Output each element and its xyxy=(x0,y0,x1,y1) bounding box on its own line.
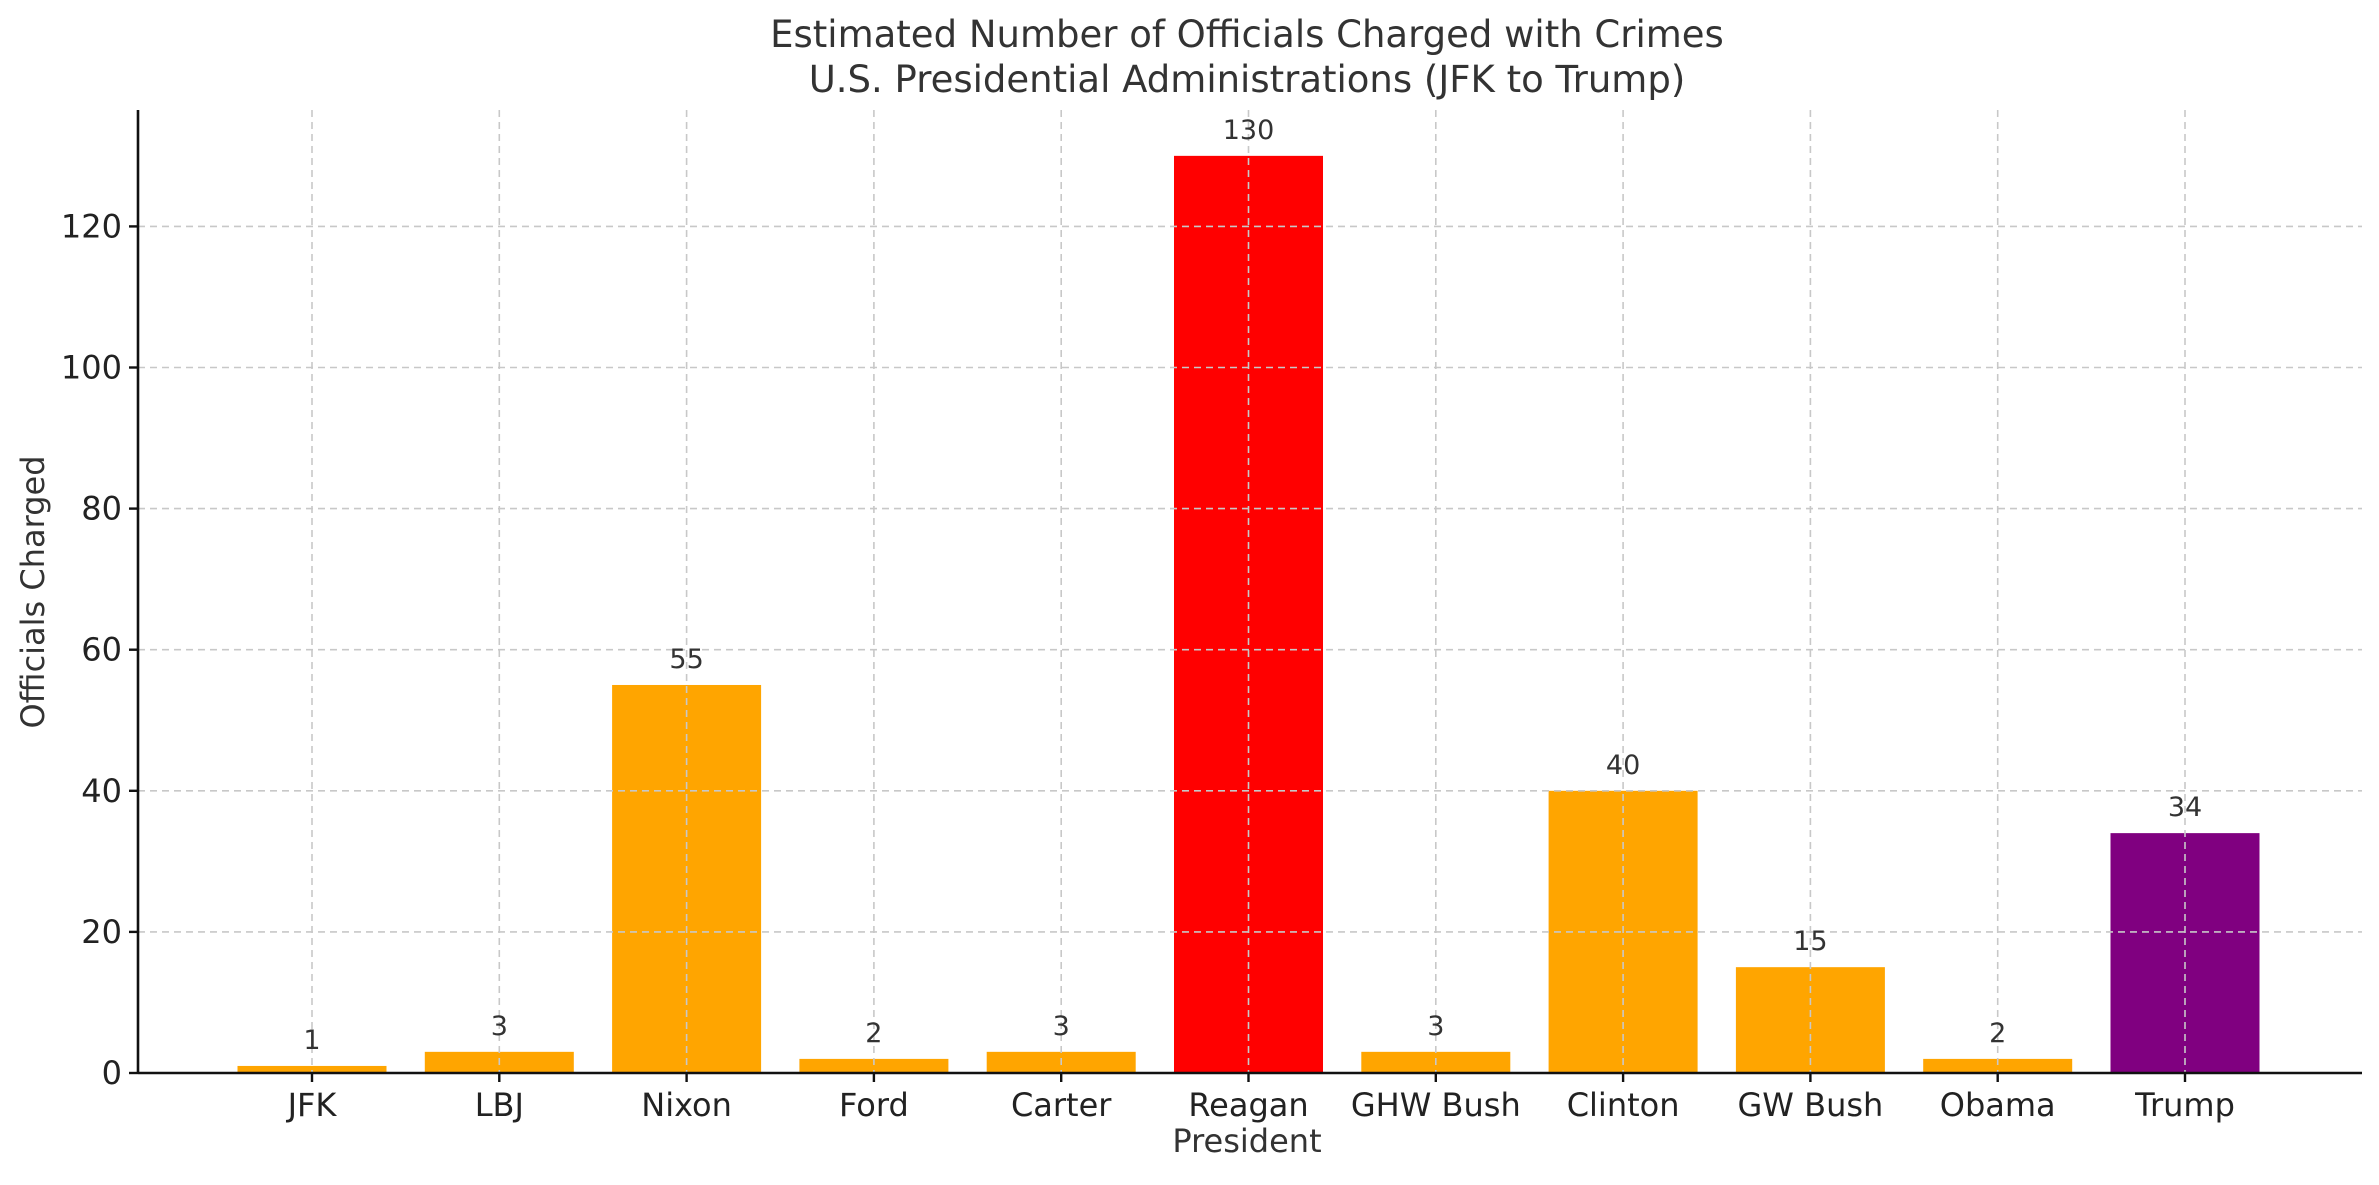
x-tick-label: Ford xyxy=(839,1086,909,1124)
x-tick-label: Trump xyxy=(2134,1086,2235,1124)
bar-value-label: 3 xyxy=(1427,1011,1444,1042)
bar-value-label: 2 xyxy=(1989,1018,2006,1049)
x-tick-label: Nixon xyxy=(641,1086,732,1124)
bar-value-label: 3 xyxy=(1053,1011,1070,1042)
x-tick-label: GHW Bush xyxy=(1351,1086,1521,1124)
y-tick-label: 120 xyxy=(61,207,122,245)
chart-title: Estimated Number of Officials Charged wi… xyxy=(770,13,1724,56)
bar-value-label: 1 xyxy=(303,1025,320,1056)
x-tick-label: JFK xyxy=(286,1086,338,1124)
x-tick-label: Clinton xyxy=(1567,1086,1680,1124)
y-tick-label: 100 xyxy=(61,349,122,387)
bar-value-label: 34 xyxy=(2168,792,2202,823)
bar-value-label: 55 xyxy=(669,644,703,675)
x-tick-label: Reagan xyxy=(1188,1086,1308,1124)
bar xyxy=(1735,967,1885,1073)
bar xyxy=(237,1065,387,1073)
y-tick-label: 20 xyxy=(81,913,122,951)
bar xyxy=(1923,1058,2073,1073)
bar-value-label: 2 xyxy=(865,1018,882,1049)
y-tick-label: 0 xyxy=(102,1054,122,1092)
y-tick-label: 60 xyxy=(81,631,122,669)
x-tick-label: Carter xyxy=(1011,1086,1112,1124)
y-tick-label: 80 xyxy=(81,490,122,528)
data-labels: 1 3 55 2 3 130 3 40 15 2 34 xyxy=(303,115,2202,1056)
x-tick-label: Obama xyxy=(1940,1086,2056,1124)
x-tick-label: LBJ xyxy=(475,1086,524,1124)
x-tick-label: GW Bush xyxy=(1738,1086,1884,1124)
y-tick-label: 40 xyxy=(81,772,122,810)
bar-value-label: 130 xyxy=(1223,115,1275,146)
bar-value-label: 15 xyxy=(1793,926,1827,957)
bar-value-label: 40 xyxy=(1606,750,1640,781)
grid xyxy=(138,110,2362,1073)
bar-value-label: 3 xyxy=(491,1011,508,1042)
x-axis-label: President xyxy=(1172,1122,1321,1160)
y-axis-label: Officials Charged xyxy=(14,455,52,728)
axes: 0 20 40 60 80 100 120 JFK LBJ Nixon Ford Carter Reag… xyxy=(61,110,2362,1124)
chart-subtitle: U.S. Presidential Administrations (JFK t… xyxy=(809,58,1686,101)
bar xyxy=(799,1058,949,1073)
